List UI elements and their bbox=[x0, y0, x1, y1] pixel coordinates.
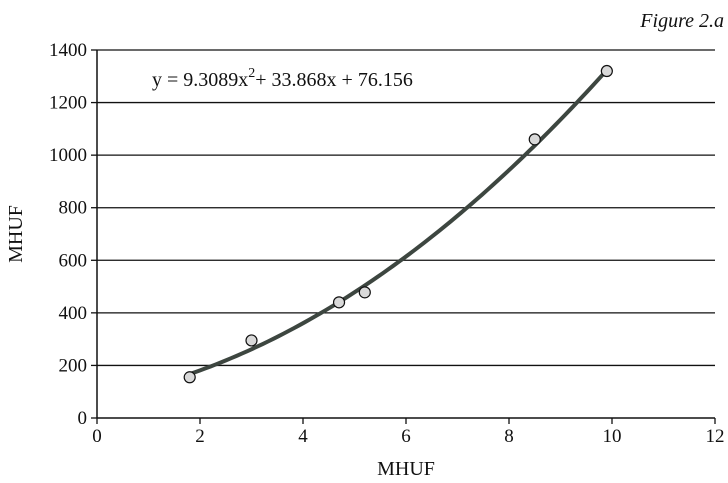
equation-exponent: 2 bbox=[248, 66, 255, 81]
x-tick-label: 4 bbox=[298, 426, 308, 447]
data-points bbox=[183, 64, 613, 384]
trendline-equation: y = 9.3089x2+ 33.868x + 76.156 bbox=[152, 66, 413, 91]
x-tick-label: 6 bbox=[401, 426, 411, 447]
y-axis-title: MHUF bbox=[5, 205, 27, 263]
axes bbox=[91, 49, 716, 424]
x-tick-label: 2 bbox=[195, 426, 205, 447]
y-tick-label: 0 bbox=[78, 408, 88, 429]
data-point bbox=[332, 296, 346, 309]
trendline bbox=[189, 68, 609, 376]
y-tick-label: 600 bbox=[59, 250, 88, 271]
data-point bbox=[528, 133, 541, 146]
data-point bbox=[183, 371, 196, 384]
y-tick-label: 1200 bbox=[49, 93, 87, 114]
x-tick-label: 12 bbox=[706, 426, 725, 447]
x-tick-label: 8 bbox=[504, 426, 514, 447]
tick-labels: 0 200 400 600 800 1000 1200 1400 0 2 4 6 8 10 12 bbox=[49, 40, 725, 447]
figure-label: Figure 2.a bbox=[640, 10, 724, 32]
y-tick-label: 200 bbox=[59, 355, 88, 376]
y-tick-label: 1400 bbox=[49, 40, 87, 61]
equation-tail: + 33.868x + 76.156 bbox=[255, 69, 413, 91]
y-tick-label: 800 bbox=[59, 198, 88, 219]
x-axis-title: MHUF bbox=[377, 458, 435, 480]
y-tick-label: 1000 bbox=[49, 145, 87, 166]
y-tick-label: 400 bbox=[59, 303, 88, 324]
grid-lines bbox=[97, 49, 715, 367]
data-point bbox=[245, 334, 258, 347]
x-tick-label: 10 bbox=[603, 426, 622, 447]
data-point bbox=[358, 286, 371, 299]
data-point bbox=[600, 64, 613, 78]
equation-lead: y = 9.3089x bbox=[152, 69, 248, 91]
x-tick-label: 0 bbox=[92, 426, 102, 447]
